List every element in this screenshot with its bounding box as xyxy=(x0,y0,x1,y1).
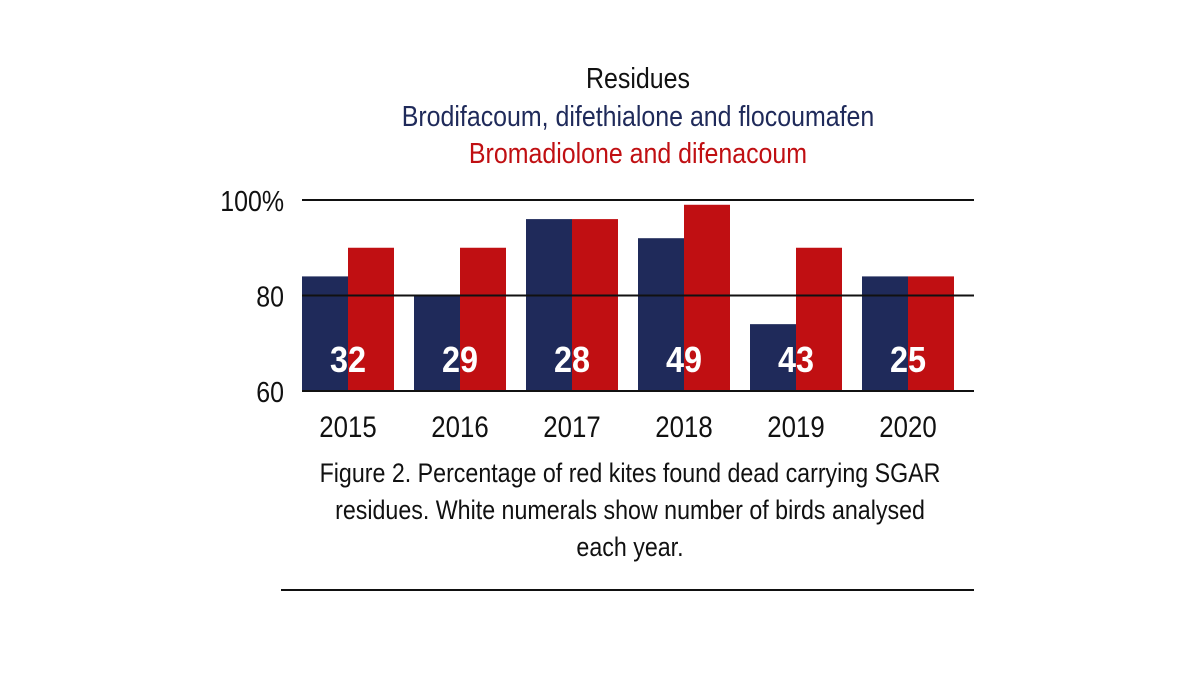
x-tick-label-2017: 2017 xyxy=(543,410,600,443)
legend-entry-series-1: Brodifacoum, difethialone and flocoumafe… xyxy=(402,100,875,132)
bar-series-2-2015 xyxy=(348,247,394,391)
y-tick-label-80: 80 xyxy=(256,281,284,313)
bar-series-2-2019 xyxy=(796,247,842,391)
bar-series-2-2017 xyxy=(572,219,618,391)
legend-title: Residues xyxy=(586,62,690,94)
figure-caption: Figure 2. Percentage of red kites found … xyxy=(319,458,941,562)
data-label-2018: 49 xyxy=(666,340,702,380)
x-tick-label-2020: 2020 xyxy=(879,410,936,443)
data-label-2020: 25 xyxy=(890,340,926,380)
y-tick-label-100: 100% xyxy=(220,185,284,217)
data-label-2017: 28 xyxy=(554,340,590,380)
data-label-2015: 32 xyxy=(330,340,366,380)
bar-series-1-2019 xyxy=(750,324,796,391)
bar-series-1-2016 xyxy=(414,295,460,391)
x-tick-label-2018: 2018 xyxy=(655,410,712,443)
x-tick-label-2019: 2019 xyxy=(767,410,824,443)
y-tick-label-60: 60 xyxy=(256,376,284,408)
bar-series-1-2018 xyxy=(638,238,684,391)
data-label-2019: 43 xyxy=(778,340,814,380)
data-label-2016: 29 xyxy=(442,340,478,380)
bar-series-2-2018 xyxy=(684,204,730,391)
x-tick-label-2015: 2015 xyxy=(319,410,376,443)
bottom-divider xyxy=(281,589,974,591)
bar-series-2-2016 xyxy=(460,247,506,391)
bar-series-1-2017 xyxy=(526,219,572,391)
legend-entry-series-2: Bromadiolone and difenacoum xyxy=(469,137,807,169)
x-tick-label-2016: 2016 xyxy=(431,410,488,443)
